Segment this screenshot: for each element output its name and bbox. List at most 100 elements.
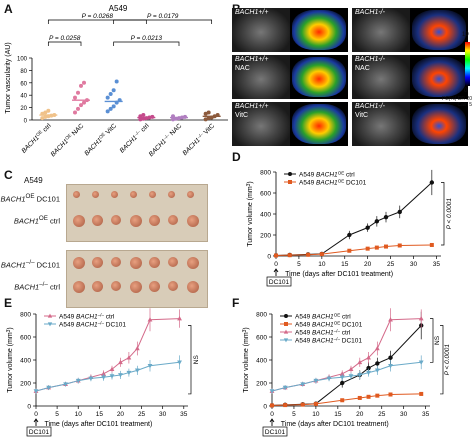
tumor-sample — [73, 191, 80, 198]
panel-a-ytick-label: 60 — [20, 81, 27, 87]
panel-a-point — [203, 117, 208, 122]
panel-c-row-label: BACH1OE DC101 — [0, 193, 60, 204]
x-tick-label: 35 — [422, 411, 430, 418]
data-point — [397, 209, 402, 215]
data-point — [147, 317, 153, 322]
panel-a-dotplot: A549 Tumor vascularity (AU) 0 20 40 60 80 100… — [5, 4, 228, 159]
data-point — [109, 366, 115, 371]
data-point — [397, 243, 402, 248]
tumor-sample — [187, 215, 199, 227]
panel-e-letter: E — [4, 296, 13, 310]
panel-a-point — [76, 90, 80, 95]
tumor-sample — [111, 281, 121, 291]
doppler-overlay — [412, 10, 466, 50]
panel-b-ultrasound: BACH1+/+ BACH1-/- BACH1+/+ NAC BACH1-/- NAC BA… — [222, 8, 474, 150]
data-point — [134, 345, 140, 351]
panel-b-genotype-label: BACH1+/+ — [235, 103, 269, 110]
tumor-sample — [168, 281, 178, 291]
significance-bracket — [188, 325, 192, 395]
data-point — [347, 248, 352, 253]
x-tick-label: 30 — [400, 411, 408, 418]
panel-a-point — [171, 117, 175, 122]
grayscale-scan — [352, 55, 410, 99]
data-point — [126, 370, 132, 376]
panel-b-ultrasound-image: BACH1-/- — [352, 8, 468, 52]
grayscale-scan — [232, 102, 290, 146]
dc101-box — [262, 426, 288, 437]
data-point — [374, 219, 380, 224]
x-tick-label: 20 — [117, 411, 125, 418]
significance-label: NS — [193, 355, 200, 365]
data-point — [340, 398, 345, 403]
tumor-sample — [168, 215, 178, 225]
panel-b-genotype-label: BACH1-/- — [355, 56, 385, 63]
x-tick-label: 35 — [180, 411, 188, 418]
y-tick-label: 600 — [20, 335, 31, 342]
series-line — [271, 393, 422, 406]
data-point — [339, 371, 345, 376]
y-tick-label: 400 — [256, 358, 267, 365]
x-tick-label: 5 — [55, 411, 59, 418]
y-tick-label: 400 — [20, 358, 31, 365]
panel-a-bracket — [47, 41, 82, 46]
x-tick-label: 35 — [433, 261, 441, 268]
y-tick-label: 0 — [27, 404, 31, 411]
series-line — [35, 361, 180, 392]
panel-a-point — [73, 110, 77, 115]
doppler-overlay — [292, 10, 346, 50]
grayscale-scan — [232, 55, 290, 99]
dc101-label: DC101 — [265, 429, 286, 436]
data-point — [101, 371, 106, 376]
panel-a-pvalue: P = 0.0179 — [147, 13, 179, 20]
panel-a-point — [79, 83, 83, 88]
tumor-sample — [149, 257, 160, 268]
x-tick-label: 25 — [378, 411, 386, 418]
y-axis-label: Tumor volume (mm3) — [242, 327, 250, 393]
panel-a-pvalue: P = 0.0213 — [131, 35, 163, 42]
panel-a-group-label: BACH1–/– VitC — [181, 122, 217, 158]
panel-a-point — [105, 95, 110, 100]
treatment-arrow-head — [33, 418, 39, 423]
tumor-sample — [111, 215, 121, 225]
panel-a-bracket — [113, 19, 213, 24]
panel-a-ytick-label: 20 — [20, 106, 27, 112]
data-point — [101, 375, 106, 380]
data-point — [109, 374, 115, 379]
y-tick-label: 400 — [260, 212, 271, 219]
data-point — [118, 359, 123, 365]
treatment-arrow-head — [273, 268, 279, 273]
panel-a-group-label: BACH1–/– NAC — [147, 122, 184, 159]
grayscale-scan — [352, 8, 410, 52]
panel-a-group-label: BACH1OE NAC — [49, 122, 86, 159]
panel-a-group-label: BACH1OE ctrl — [20, 121, 53, 154]
significance-label: P < 0.0001 — [446, 198, 453, 230]
panel-b-genotype-label: BACH1+/+ — [235, 9, 269, 16]
panel-a-point — [108, 91, 113, 96]
data-point — [269, 389, 275, 394]
legend-label: A549 BACH1OE DC101 — [299, 178, 367, 186]
tumor-sample — [149, 281, 160, 292]
legend-label: A549 BACH1OE ctrl — [299, 170, 355, 178]
panel-b-ultrasound-image: BACH1+/+ VitC — [232, 102, 348, 146]
panel-a-point — [203, 111, 208, 116]
data-point — [33, 389, 39, 394]
data-point — [429, 180, 435, 185]
dc101-label: DC101 — [29, 429, 50, 436]
panel-a-point — [82, 100, 86, 105]
tumor-sample — [187, 191, 194, 198]
legend-marker — [47, 322, 53, 327]
panel-a-pvalue: P = 0.0258 — [49, 35, 81, 42]
panel-f-letter: F — [232, 296, 240, 310]
data-point — [429, 242, 434, 247]
tumor-sample — [111, 191, 118, 198]
legend-marker — [288, 180, 292, 184]
panel-a-point — [206, 110, 211, 115]
panel-b-ultrasound-image: BACH1+/+ NAC — [232, 55, 348, 99]
data-point — [348, 374, 354, 379]
x-tick-label: 30 — [159, 411, 167, 418]
doppler-overlay — [292, 57, 346, 97]
panel-a-group-label: BACH1OE VitC — [83, 122, 119, 158]
data-point — [357, 373, 363, 378]
data-point — [300, 402, 305, 407]
tumor-sample — [130, 215, 142, 227]
